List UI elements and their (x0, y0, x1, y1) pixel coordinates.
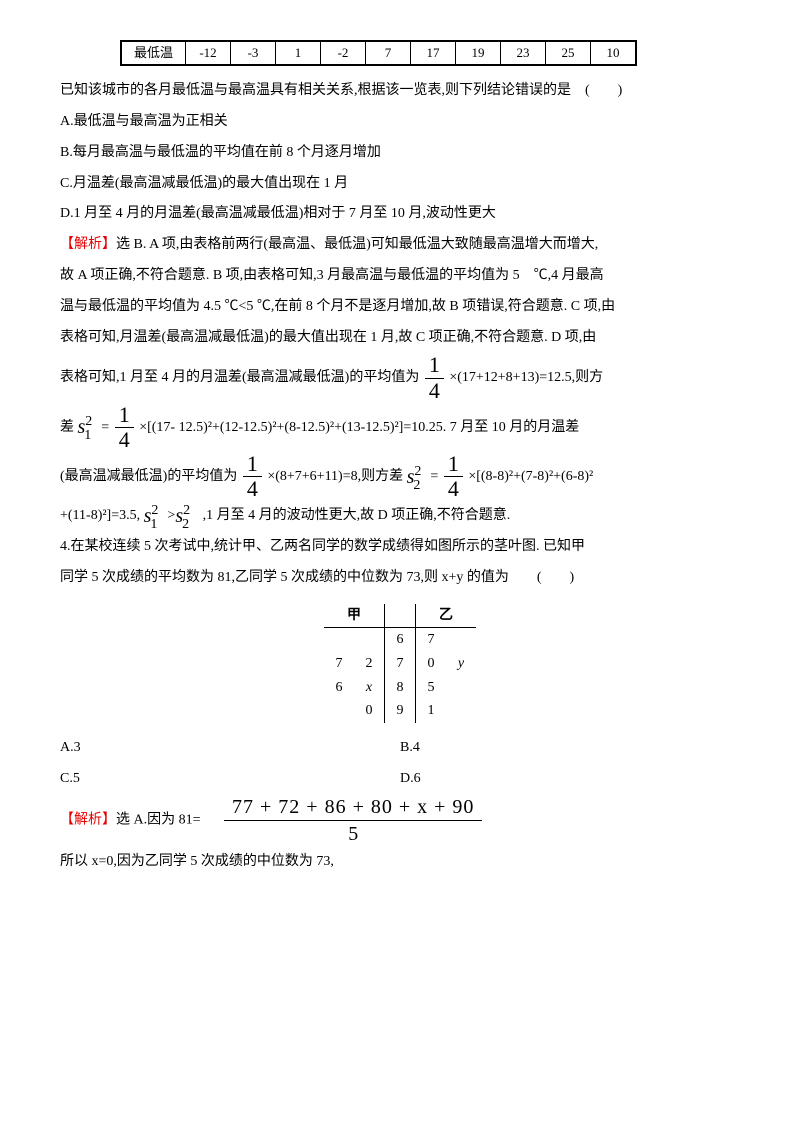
q4-line: 4.在某校连续 5 次考试中,统计甲、乙两名同学的数学成绩得如图所示的茎叶图. … (60, 532, 740, 563)
q4-analysis-line: 所以 x=0,因为乙同学 5 次成绩的中位数为 73, (60, 847, 740, 878)
question-intro: 已知该城市的各月最低温与最高温具有相关关系,根据该一览表,则下列结论错误的是 (… (60, 76, 740, 107)
q4-option-d: D.6 (400, 764, 740, 795)
cell: -12 (186, 41, 231, 65)
cell: 23 (501, 41, 546, 65)
ans-text: ×(8+7+6+11)=8,则方差 (267, 469, 403, 484)
stem-leaf-plot: 甲 乙 6 7 7 2 7 0 y 6 x 8 5 0 9 1 (324, 604, 476, 723)
analysis-line: 故 A 项正确,不符合题意. B 项,由表格可知,3 月最高温与最低温的平均值为… (60, 261, 740, 292)
gt: > (167, 508, 175, 523)
q4-option-b: B.4 (400, 733, 740, 764)
analysis-line: +(11-8)²]=3.5, s21>s22 ,1 月至 4 月的波动性更大,故… (60, 501, 740, 532)
row-label: 最低温 (121, 41, 186, 65)
ans-text: 表格可知,1 月至 4 月的月温差(最高温减最低温)的平均值为 (60, 370, 419, 385)
s1-squared: s21 (144, 506, 166, 526)
analysis-line: 温与最低温的平均值为 4.5 ℃<5 ℃,在前 8 个月不是逐月增加,故 B 项… (60, 292, 740, 323)
fraction-one-fourth: 14 (243, 452, 262, 501)
mean-fraction: 77 + 72 + 86 + 80 + x + 905 (224, 794, 482, 847)
cell: 7 (366, 41, 411, 65)
cell: 10 (591, 41, 637, 65)
ans-text: 选 B. A 项,由表格前两行(最高温、最低温)可知最低温大致随最高温增大而增大… (116, 237, 598, 252)
option-c: C.月温差(最高温减最低温)的最大值出现在 1 月 (60, 169, 740, 200)
option-d: D.1 月至 4 月的月温差(最高温减最低温)相对于 7 月至 10 月,波动性… (60, 199, 740, 230)
q4-option-c: C.5 (60, 764, 400, 795)
min-temp-table: 最低温 -12 -3 1 -2 7 17 19 23 25 10 (120, 40, 637, 66)
ans-text: 选 A.因为 81= (116, 813, 201, 828)
analysis-line: 【解析】选 B. A 项,由表格前两行(最高温、最低温)可知最低温大致随最高温增… (60, 230, 740, 261)
s2-squared: s22 (175, 506, 197, 526)
cell: 1 (276, 41, 321, 65)
q4-line: 同学 5 次成绩的平均数为 81,乙同学 5 次成绩的中位数为 73,则 x+y… (60, 563, 740, 594)
fraction-one-fourth: 14 (444, 452, 463, 501)
ans-text: ×[(17- 12.5)²+(12-12.5)²+(8-12.5)²+(13-1… (139, 420, 579, 435)
option-b: B.每月最高温与最低温的平均值在前 8 个月逐月增加 (60, 138, 740, 169)
s1-squared: s21 (78, 417, 100, 437)
cell: -3 (231, 41, 276, 65)
analysis-line: 表格可知,月温差(最高温减最低温)的最大值出现在 1 月,故 C 项正确,不符合… (60, 323, 740, 354)
equals: = (430, 469, 438, 484)
cell: 25 (546, 41, 591, 65)
q4-analysis-line: 【解析】选 A.因为 81= 77 + 72 + 86 + 80 + x + 9… (60, 794, 740, 847)
cell: 19 (456, 41, 501, 65)
option-a: A.最低温与最高温为正相关 (60, 107, 740, 138)
ans-text: ×[(8-8)²+(7-8)²+(6-8)² (468, 469, 593, 484)
cell: -2 (321, 41, 366, 65)
fraction-one-fourth: 14 (115, 403, 134, 452)
header-jia: 甲 (324, 604, 385, 628)
q4-options: A.3 B.4 C.5 D.6 (60, 733, 740, 795)
ans-text: +(11-8)²]=3.5, (60, 508, 140, 523)
analysis-line: 表格可知,1 月至 4 月的月温差(最高温减最低温)的平均值为 14 ×(17+… (60, 353, 740, 402)
analysis-line: 差 s21= 14 ×[(17- 12.5)²+(12-12.5)²+(8-12… (60, 403, 740, 452)
equals: = (101, 420, 109, 435)
analysis-label: 【解析】 (60, 813, 116, 828)
analysis-label: 【解析】 (60, 237, 116, 252)
fraction-one-fourth: 14 (425, 353, 444, 402)
analysis-line: (最高温减最低温)的平均值为 14 ×(8+7+6+11)=8,则方差 s22=… (60, 452, 740, 501)
q4-option-a: A.3 (60, 733, 400, 764)
ans-text: (最高温减最低温)的平均值为 (60, 469, 237, 484)
ans-text: ,1 月至 4 月的波动性更大,故 D 项正确,不符合题意. (203, 508, 511, 523)
ans-text: 差 (60, 420, 74, 435)
cell: 17 (411, 41, 456, 65)
header-yi: 乙 (416, 604, 477, 628)
s2-squared: s22 (407, 467, 429, 487)
ans-text: ×(17+12+8+13)=12.5,则方 (449, 370, 603, 385)
